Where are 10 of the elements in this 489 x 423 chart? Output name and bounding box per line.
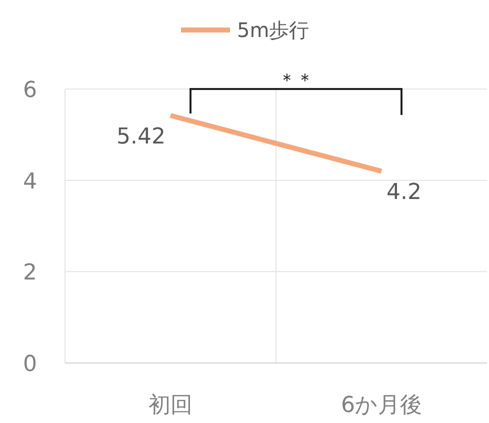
x-tick-label: 初回 — [148, 393, 192, 418]
data-label: 5.42 — [116, 124, 166, 150]
y-tick-label: 4 — [23, 169, 37, 194]
x-tick-label: 6か月後 — [341, 393, 422, 418]
data-label: 4.2 — [386, 180, 422, 206]
legend-label: 5m歩行 — [237, 18, 310, 42]
y-tick-label: 2 — [23, 260, 37, 286]
annotation: ＊＊ — [278, 70, 314, 91]
y-tick-label: 6 — [23, 78, 37, 103]
y-tick-label: 0 — [23, 352, 37, 377]
